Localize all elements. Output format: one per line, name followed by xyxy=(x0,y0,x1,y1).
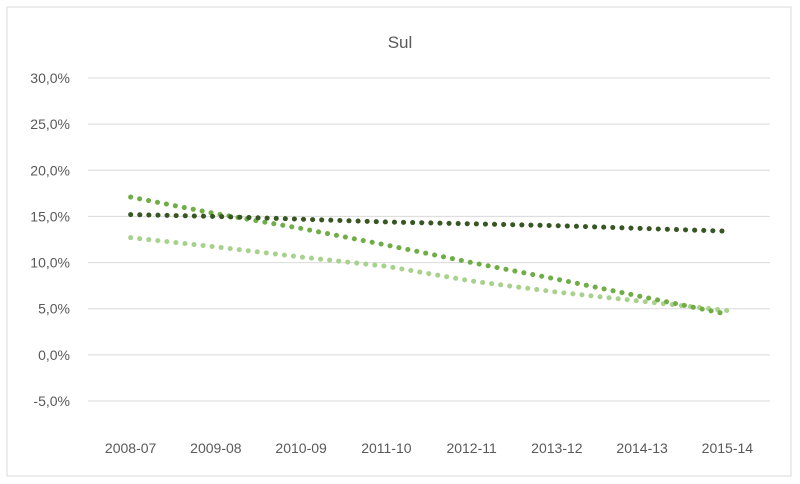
x-tick-label: 2010-09 xyxy=(275,440,327,456)
chart-title: Sul xyxy=(388,33,413,52)
x-axis-ticks: 2008-07 2009-08 2010-09 2011-10 2012-11 2013-… xyxy=(105,440,753,456)
y-tick-label: 0,0% xyxy=(38,347,70,363)
x-tick-label: 2012-11 xyxy=(446,440,497,456)
y-tick-label: 30,0% xyxy=(30,70,70,86)
y-tick-label: 10,0% xyxy=(30,255,70,271)
x-tick-label: 2008-07 xyxy=(105,440,157,456)
x-tick-label: 2014-13 xyxy=(616,440,668,456)
x-tick-label: 2011-10 xyxy=(361,440,412,456)
x-tick-label: 2009-08 xyxy=(190,440,242,456)
x-tick-label: 2015-14 xyxy=(702,440,754,456)
series-line xyxy=(128,235,730,314)
y-tick-label: 5,0% xyxy=(38,301,70,317)
y-tick-label: -5,0% xyxy=(33,393,70,409)
chart-border xyxy=(6,6,792,477)
x-tick-label: 2013-12 xyxy=(531,440,583,456)
y-tick-label: 15,0% xyxy=(30,208,70,224)
y-axis-ticks: -5,0% 0,0% 5,0% 10,0% 15,0% 20,0% 25,0% 30,0% xyxy=(30,70,70,409)
series-group xyxy=(128,194,730,317)
series-3 xyxy=(128,212,730,234)
y-tick-label: 25,0% xyxy=(30,116,70,132)
series-line xyxy=(128,212,730,234)
y-tick-label: 20,0% xyxy=(30,162,70,178)
series-1 xyxy=(128,235,730,314)
